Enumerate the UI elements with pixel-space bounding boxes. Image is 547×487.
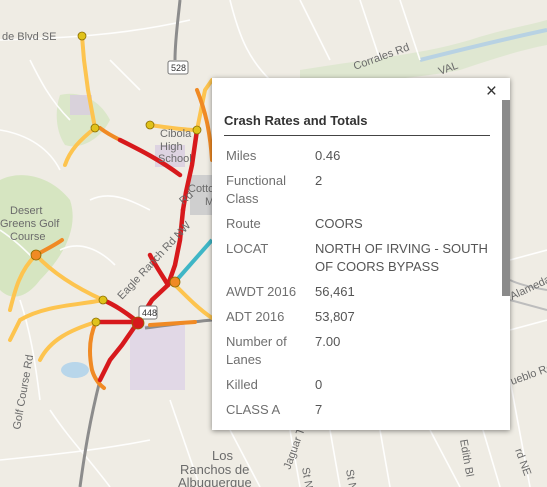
attribute-row-route: Route COORS <box>226 215 498 233</box>
attribute-key: CLASS A <box>226 402 281 417</box>
attribute-key: AWDT 2016 <box>226 284 297 299</box>
attribute-key: LOCAT <box>226 241 269 256</box>
attribute-key: Number of Lanes <box>226 334 287 367</box>
crash-rates-popup: × Crash Rates and Totals Miles 0.46 Func… <box>212 78 510 430</box>
label-albuquerque: Albuquerque <box>178 475 252 487</box>
label-greens-golf: Greens Golf <box>0 218 60 230</box>
attribute-list: Miles 0.46 Functional Class 2 Route COOR… <box>226 147 498 426</box>
attribute-value: 0.46 <box>315 148 341 163</box>
attribute-row-locat: LOCAT NORTH OF IRVING - SOUTH OF COORS B… <box>226 240 498 276</box>
attribute-value: 0 <box>315 377 323 392</box>
attribute-row-miles: Miles 0.46 <box>226 147 498 165</box>
attribute-row-awdt-2016: AWDT 2016 56,461 <box>226 283 498 301</box>
attribute-row-number-of-lanes: Number of Lanes 7.00 <box>226 333 498 369</box>
attribute-value: 2 <box>315 173 323 188</box>
label-street-top-left: de Blvd SE <box>2 31 56 43</box>
attribute-row-class-a: CLASS A 7 <box>226 401 498 419</box>
label-course: Course <box>10 231 45 243</box>
label-st-nw-1: St NW <box>343 468 360 487</box>
popup-scrollbar[interactable] <box>502 100 510 296</box>
label-high: High <box>160 141 183 153</box>
attribute-value: NORTH OF IRVING - SOUTH OF COORS BYPASS <box>315 241 488 274</box>
attribute-row-functional-class: Functional Class 2 <box>226 172 498 208</box>
label-hwy-448: 448 <box>142 308 157 318</box>
attribute-value: 7 <box>315 402 323 417</box>
attribute-key: Route <box>226 216 261 231</box>
attribute-key: ADT 2016 <box>226 309 285 324</box>
label-school: School <box>158 153 192 165</box>
label-cotton-m: M <box>205 196 214 208</box>
attribute-value: 7.00 <box>315 334 341 349</box>
title-divider <box>224 135 490 136</box>
label-desert: Desert <box>10 205 42 217</box>
popup-title: Crash Rates and Totals <box>224 113 368 128</box>
label-cotton: Cotto <box>188 183 214 195</box>
label-cibola: Cibola <box>160 128 192 140</box>
attribute-key: Functional Class <box>226 173 286 206</box>
attribute-key: Miles <box>226 148 257 163</box>
attribute-row-adt-2016: ADT 2016 53,807 <box>226 308 498 326</box>
attribute-key: Killed <box>226 377 258 392</box>
label-los: Los <box>212 448 233 463</box>
label-route-528: 528 <box>171 63 186 73</box>
attribute-row-killed: Killed 0 <box>226 376 498 394</box>
label-ranchos-de: Ranchos de <box>180 462 249 477</box>
attribute-value: 56,461 <box>315 284 355 299</box>
label-st-nw-2: St NW <box>299 466 316 487</box>
attribute-value: COORS <box>315 216 363 231</box>
close-icon[interactable]: × <box>485 81 497 102</box>
attribute-value: 53,807 <box>315 309 355 324</box>
